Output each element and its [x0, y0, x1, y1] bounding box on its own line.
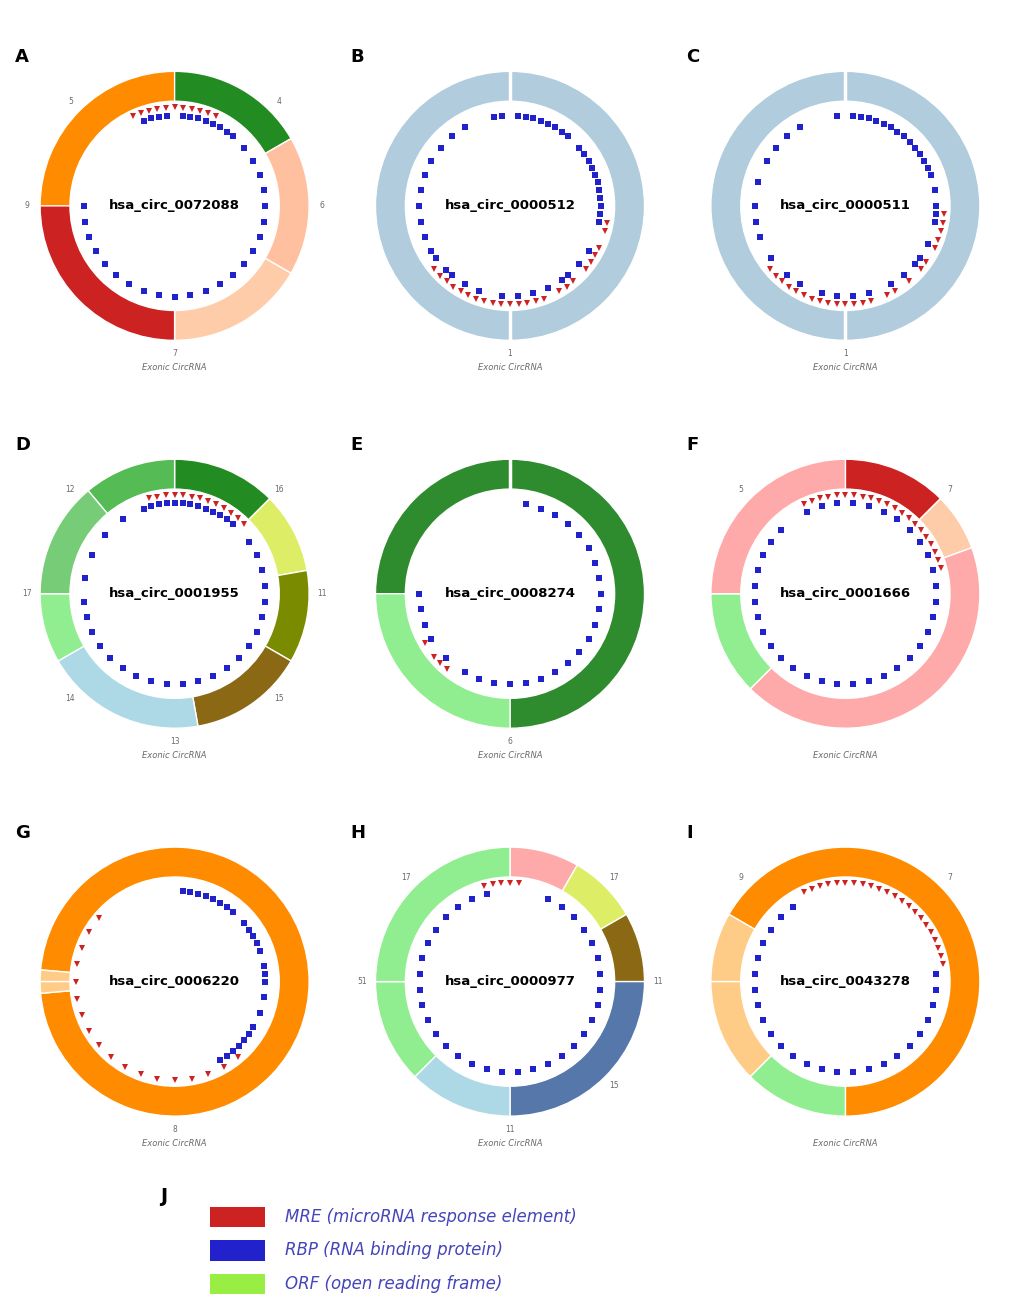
Wedge shape [729, 847, 979, 1117]
Text: Exonic CircRNA: Exonic CircRNA [812, 751, 876, 761]
FancyBboxPatch shape [210, 1207, 265, 1227]
Text: 7: 7 [172, 348, 177, 357]
Text: 9: 9 [738, 873, 743, 882]
Text: A: A [15, 48, 29, 67]
Wedge shape [710, 982, 770, 1077]
Wedge shape [710, 71, 979, 340]
Wedge shape [174, 258, 290, 340]
Wedge shape [40, 594, 84, 661]
Text: hsa_circ_0000512: hsa_circ_0000512 [444, 199, 575, 212]
Text: Exonic CircRNA: Exonic CircRNA [143, 364, 207, 372]
Text: hsa_circ_0000511: hsa_circ_0000511 [780, 199, 910, 212]
Wedge shape [193, 647, 290, 726]
Wedge shape [415, 1055, 510, 1117]
Text: Exonic CircRNA: Exonic CircRNA [477, 751, 542, 761]
Text: H: H [351, 825, 365, 842]
Text: J: J [160, 1187, 167, 1206]
Wedge shape [174, 459, 269, 520]
Text: hsa_circ_0001666: hsa_circ_0001666 [780, 588, 910, 601]
Text: 1: 1 [507, 348, 512, 357]
Wedge shape [600, 915, 644, 982]
Text: 17: 17 [609, 873, 619, 882]
Text: B: B [351, 48, 364, 67]
Text: 17: 17 [22, 589, 32, 598]
Text: 15: 15 [274, 694, 283, 703]
Wedge shape [510, 982, 644, 1117]
Wedge shape [375, 71, 644, 340]
Text: 8: 8 [172, 1124, 177, 1134]
Text: 11: 11 [504, 1124, 515, 1134]
Text: E: E [351, 436, 363, 454]
Wedge shape [510, 459, 644, 728]
Text: 6: 6 [507, 737, 512, 746]
Text: 6: 6 [319, 202, 324, 211]
Text: hsa_circ_0000977: hsa_circ_0000977 [444, 975, 575, 988]
Wedge shape [40, 982, 70, 994]
Wedge shape [561, 865, 626, 929]
Wedge shape [88, 459, 174, 513]
Text: hsa_circ_0072088: hsa_circ_0072088 [109, 199, 239, 212]
Text: hsa_circ_0001955: hsa_circ_0001955 [109, 588, 239, 601]
Wedge shape [265, 139, 309, 274]
Text: Exonic CircRNA: Exonic CircRNA [477, 364, 542, 372]
Text: 12: 12 [65, 484, 75, 493]
Text: Exonic CircRNA: Exonic CircRNA [143, 1139, 207, 1148]
Text: 5: 5 [68, 97, 72, 106]
Text: 1: 1 [842, 348, 847, 357]
Text: ORF (open reading frame): ORF (open reading frame) [284, 1275, 502, 1293]
Wedge shape [40, 491, 107, 594]
FancyBboxPatch shape [210, 1240, 265, 1261]
Wedge shape [750, 1055, 845, 1117]
Wedge shape [710, 915, 754, 982]
Wedge shape [40, 71, 309, 340]
Text: 7: 7 [947, 484, 951, 493]
Wedge shape [918, 499, 971, 558]
Text: hsa_circ_0008274: hsa_circ_0008274 [444, 588, 575, 601]
Wedge shape [750, 547, 979, 728]
Wedge shape [375, 847, 510, 982]
Text: 16: 16 [274, 484, 283, 493]
Text: hsa_circ_0043278: hsa_circ_0043278 [780, 975, 910, 988]
Text: D: D [15, 436, 31, 454]
Text: 14: 14 [65, 694, 75, 703]
Text: Exonic CircRNA: Exonic CircRNA [812, 1139, 876, 1148]
Wedge shape [375, 594, 510, 728]
Wedge shape [510, 847, 577, 891]
Text: 11: 11 [652, 977, 661, 986]
Wedge shape [710, 459, 845, 594]
Text: F: F [686, 436, 698, 454]
Text: 4: 4 [276, 97, 281, 106]
Wedge shape [710, 594, 770, 689]
Text: 7: 7 [947, 873, 951, 882]
Wedge shape [249, 499, 307, 576]
Wedge shape [58, 647, 198, 728]
Wedge shape [375, 982, 435, 1077]
Text: I: I [686, 825, 692, 842]
Text: Exonic CircRNA: Exonic CircRNA [812, 364, 876, 372]
Text: 13: 13 [169, 737, 179, 746]
Text: hsa_circ_0006220: hsa_circ_0006220 [109, 975, 239, 988]
Text: 9: 9 [24, 202, 30, 211]
Text: 11: 11 [317, 589, 326, 598]
Text: Exonic CircRNA: Exonic CircRNA [477, 1139, 542, 1148]
Wedge shape [174, 71, 290, 153]
Text: 5: 5 [738, 484, 743, 493]
Text: 15: 15 [609, 1081, 619, 1090]
Text: MRE (microRNA response element): MRE (microRNA response element) [284, 1208, 577, 1225]
Wedge shape [265, 571, 309, 661]
Wedge shape [845, 459, 940, 520]
Wedge shape [41, 847, 309, 1117]
Wedge shape [40, 970, 70, 982]
Text: 17: 17 [400, 873, 410, 882]
Text: C: C [686, 48, 699, 67]
Text: Exonic CircRNA: Exonic CircRNA [143, 751, 207, 761]
Text: RBP (RNA binding protein): RBP (RNA binding protein) [284, 1241, 502, 1259]
Text: 51: 51 [358, 977, 367, 986]
FancyBboxPatch shape [210, 1274, 265, 1295]
Wedge shape [40, 206, 174, 340]
Wedge shape [375, 459, 510, 594]
Text: G: G [15, 825, 30, 842]
